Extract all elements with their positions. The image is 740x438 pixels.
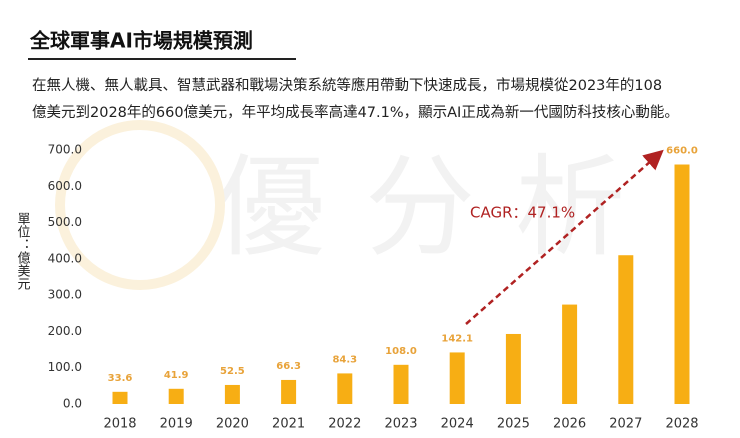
bar bbox=[562, 304, 578, 404]
x-tick-label: 2028 bbox=[665, 417, 698, 432]
bar bbox=[449, 352, 465, 404]
value-label: 84.3 bbox=[332, 354, 357, 365]
chart-title: 全球軍事AI市場規模預測 bbox=[29, 29, 253, 53]
y-tick-label: 200.0 bbox=[48, 324, 82, 338]
y-tick-label: 100.0 bbox=[48, 360, 82, 374]
value-label: 108.0 bbox=[385, 346, 417, 357]
y-tick-label: 300.0 bbox=[48, 288, 82, 302]
x-tick-label: 2018 bbox=[103, 417, 136, 432]
bar bbox=[505, 333, 521, 404]
y-tick-label: 0.0 bbox=[63, 397, 82, 411]
x-tick-label: 2021 bbox=[272, 417, 305, 432]
y-tick-label: 500.0 bbox=[48, 215, 82, 229]
bar bbox=[281, 379, 297, 404]
bar bbox=[168, 388, 184, 404]
bar bbox=[674, 164, 690, 404]
bar bbox=[337, 373, 353, 404]
watermark: 優分析 bbox=[215, 143, 665, 271]
y-tick-label: 700.0 bbox=[48, 143, 82, 157]
x-tick-label: 2022 bbox=[328, 417, 361, 432]
value-label: 660.0 bbox=[666, 146, 698, 157]
value-label: 142.1 bbox=[441, 333, 473, 344]
x-tick-label: 2020 bbox=[216, 417, 249, 432]
x-tick-label: 2024 bbox=[441, 417, 474, 432]
value-label: 41.9 bbox=[164, 370, 189, 381]
x-tick-label: 2019 bbox=[160, 417, 193, 432]
y-axis-label: 單位：億美元 bbox=[15, 212, 31, 291]
bar bbox=[112, 391, 128, 404]
value-label: 33.6 bbox=[108, 373, 133, 384]
annotation: CAGR：47.1% bbox=[470, 204, 575, 222]
description: 在無人機、無人載具、智慧武器和戰場決策系統等應用帶動下快速成長，市場規模從202… bbox=[32, 76, 662, 94]
bar bbox=[393, 364, 409, 404]
bar bbox=[224, 384, 240, 404]
bar bbox=[618, 255, 634, 404]
y-tick-label: 600.0 bbox=[48, 179, 82, 193]
description: 億美元到2028年的660億美元，年平均成長率高達47.1%，顯示AI正成為新一… bbox=[32, 104, 679, 121]
x-tick-label: 2025 bbox=[497, 417, 530, 432]
x-tick-label: 2023 bbox=[384, 417, 417, 432]
watermark-logo bbox=[55, 120, 225, 290]
y-tick-label: 400.0 bbox=[48, 251, 82, 265]
value-label: 52.5 bbox=[220, 366, 245, 377]
x-tick-label: 2026 bbox=[553, 417, 586, 432]
x-tick-label: 2027 bbox=[609, 417, 642, 432]
value-label: 66.3 bbox=[276, 361, 301, 372]
trend-arrow bbox=[465, 149, 664, 325]
